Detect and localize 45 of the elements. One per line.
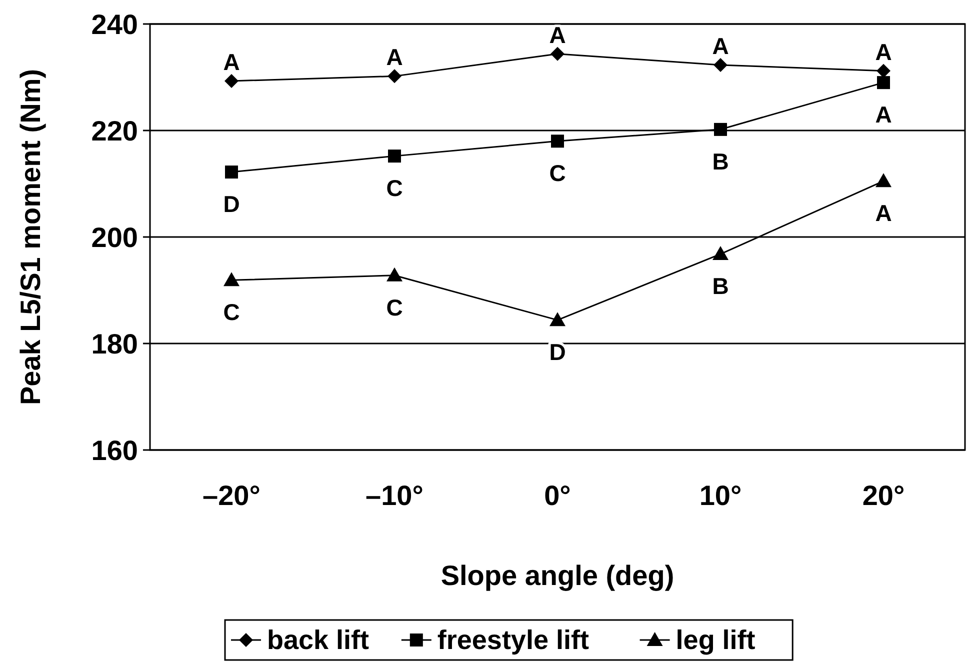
annotation: C (386, 294, 403, 320)
point (876, 64, 890, 78)
point (714, 122, 727, 136)
annotation: C (223, 299, 240, 326)
y-tick-label: 220 (91, 115, 138, 146)
x-axis-title: Slope angle (deg) (440, 560, 674, 591)
legend-label: back lift (267, 625, 370, 655)
legend-label: freestyle lift (437, 625, 589, 655)
annotation: A (875, 200, 892, 226)
point (224, 74, 238, 88)
x-tick-label: 10° (699, 480, 742, 511)
point (712, 246, 728, 260)
annotation: A (549, 22, 566, 48)
point (224, 272, 240, 286)
annotation: C (549, 160, 566, 186)
y-tick-label: 200 (91, 222, 138, 253)
legend-label: leg lift (676, 625, 756, 655)
x-tick-label: 0° (544, 480, 571, 511)
point (388, 69, 402, 84)
annotation: B (712, 148, 729, 174)
annotation: C (386, 175, 403, 202)
point (388, 150, 401, 163)
annotation: A (875, 38, 892, 65)
y-tick-label: 240 (91, 8, 138, 40)
y-tick-label: 180 (91, 328, 138, 360)
point (550, 46, 564, 61)
point (876, 173, 892, 188)
point (550, 312, 566, 326)
y-tick-label: 160 (91, 434, 138, 466)
y-axis-title: Peak L5/S1 moment (Nm) (15, 68, 46, 406)
point (714, 58, 728, 72)
x-tick-label: 20° (862, 480, 905, 511)
annotation: D (223, 191, 240, 218)
annotation: B (712, 273, 729, 300)
x-tick-label: –20° (202, 480, 260, 511)
annotation: A (386, 44, 403, 70)
annotation: A (712, 33, 729, 60)
point (225, 166, 238, 179)
point (551, 134, 564, 148)
point (877, 76, 890, 90)
annotation: D (549, 339, 566, 366)
point (386, 267, 402, 282)
annotation: A (223, 49, 240, 76)
x-tick-label: –10° (366, 480, 424, 511)
annotation: A (875, 102, 892, 128)
